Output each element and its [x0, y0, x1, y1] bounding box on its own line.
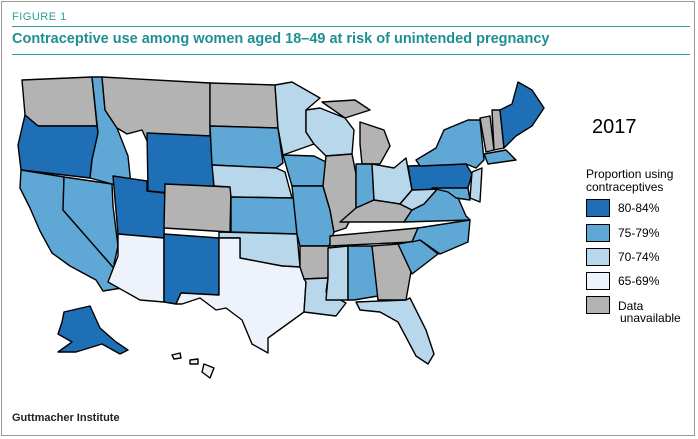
- legend-label-unavailable-line2: unavailable: [620, 311, 681, 325]
- state-ks: [230, 196, 298, 235]
- legend-item-unavailable: Data unavailable: [586, 296, 681, 324]
- legend-label-unavailable: Data unavailable: [618, 300, 681, 324]
- source-credit: Guttmacher Institute: [12, 412, 120, 424]
- state-ms: [325, 245, 349, 301]
- legend-swatch-70-74: [586, 248, 610, 266]
- state-al: [347, 245, 379, 301]
- state-ak: [57, 305, 129, 355]
- state-hi: [171, 352, 215, 379]
- state-ny: [415, 119, 485, 169]
- figure-label: FIGURE 1: [12, 11, 67, 23]
- state-il: [322, 153, 357, 233]
- state-pa: [407, 163, 473, 191]
- state-nd: [209, 82, 279, 129]
- legend-swatch-unavailable: [586, 296, 610, 314]
- title-rule-bottom: [12, 54, 690, 55]
- legend-label-65-69: 65-69%: [618, 274, 660, 288]
- figure-title: Contraceptive use among women aged 18–49…: [12, 31, 550, 47]
- state-sd: [209, 125, 284, 169]
- legend-title: Proportion using contraceptives: [586, 168, 686, 194]
- state-me: [499, 81, 545, 149]
- us-choropleth-map: [17, 76, 545, 379]
- state-nj: [469, 167, 483, 203]
- state-nc: [411, 219, 471, 255]
- legend-label-unavailable-line1: Data: [618, 299, 644, 313]
- legend-swatch-65-69: [586, 272, 610, 290]
- map-year: 2017: [592, 116, 637, 138]
- legend-label-75-79: 75-79%: [618, 226, 660, 240]
- legend-swatch-75-79: [586, 224, 610, 242]
- state-wa: [21, 76, 98, 127]
- legend-label-80-84: 80-84%: [618, 201, 660, 215]
- legend-item-80-84: 80-84%: [586, 199, 659, 217]
- legend-swatch-80-84: [586, 199, 610, 217]
- legend-item-75-79: 75-79%: [586, 224, 659, 242]
- legend-title-line1: Proportion using: [586, 167, 674, 181]
- legend-label-70-74: 70-74%: [618, 250, 660, 264]
- legend-title-line2: contraceptives: [586, 180, 664, 194]
- state-tx: [175, 237, 307, 354]
- state-md: [431, 187, 471, 201]
- state-ma: [483, 149, 517, 165]
- state-nv: [62, 176, 120, 275]
- title-rule-top: [12, 26, 690, 27]
- state-fl: [355, 297, 435, 365]
- state-co: [163, 183, 232, 233]
- state-ar: [299, 245, 330, 280]
- state-ia: [282, 154, 327, 187]
- state-ga: [371, 243, 413, 301]
- legend-item-70-74: 70-74%: [586, 248, 659, 266]
- state-mi: [321, 99, 391, 165]
- legend-item-65-69: 65-69%: [586, 272, 659, 290]
